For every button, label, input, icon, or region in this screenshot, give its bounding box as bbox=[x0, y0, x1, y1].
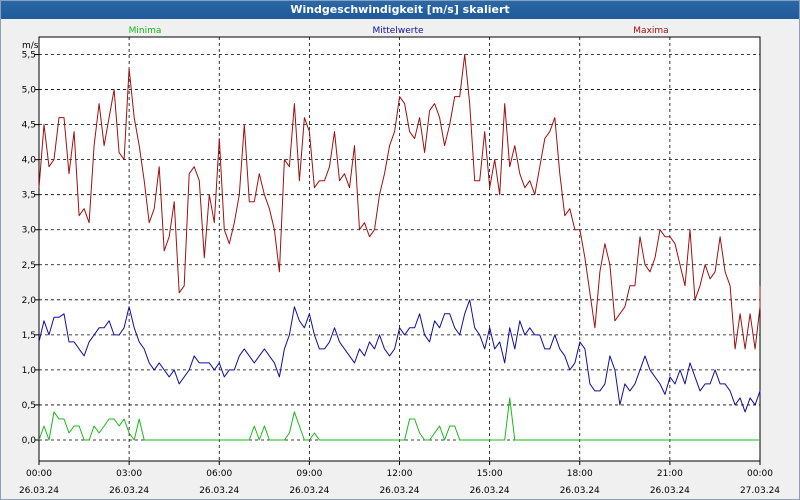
x-tick-time: 03:00 bbox=[116, 469, 142, 479]
y-tick-label: 0,5 bbox=[22, 401, 36, 411]
x-tick-date: 27.03.24 bbox=[740, 486, 780, 496]
series-line-maxima bbox=[38, 54, 761, 350]
x-tick-time: 21:00 bbox=[657, 469, 683, 479]
x-tick-date: 26.03.24 bbox=[109, 486, 149, 496]
y-tick-label: 5,0 bbox=[22, 86, 37, 96]
legend-maxima: Maxima bbox=[633, 26, 668, 36]
y-tick-label: 5,5 bbox=[22, 51, 36, 61]
x-tick-time: 12:00 bbox=[387, 469, 413, 479]
x-tick-time: 15:00 bbox=[477, 469, 503, 479]
y-tick-label: 2,5 bbox=[22, 261, 36, 271]
x-tick-date: 26.03.24 bbox=[379, 486, 419, 496]
chart-title: Windgeschwindigkeit [m/s] skaliert bbox=[1, 1, 799, 19]
y-tick-label: 1,0 bbox=[22, 366, 37, 376]
y-tick-label: 2,0 bbox=[22, 296, 37, 306]
y-tick-label: 3,0 bbox=[22, 226, 37, 236]
series-line-minima bbox=[38, 397, 760, 441]
legend-mittelwerte: Mittelwerte bbox=[372, 26, 423, 36]
x-tick-time: 06:00 bbox=[206, 469, 232, 479]
x-tick-date: 26.03.24 bbox=[560, 486, 600, 496]
y-tick-label: 4,0 bbox=[22, 156, 37, 166]
series-group bbox=[38, 54, 761, 441]
series-line-mittelwerte bbox=[38, 299, 761, 413]
x-tick-date: 26.03.24 bbox=[289, 486, 329, 496]
legend-minima: Minima bbox=[129, 26, 162, 36]
y-tick-label: 1,5 bbox=[22, 331, 36, 341]
x-tick-time: 18:00 bbox=[567, 469, 593, 479]
x-tick-time: 00:00 bbox=[26, 469, 52, 479]
y-axis-label: m/s bbox=[22, 41, 39, 51]
x-tick-time: 09:00 bbox=[296, 469, 322, 479]
x-tick-date: 26.03.24 bbox=[650, 486, 690, 496]
x-axis: 00:00 26.03.24 03:00 26.03.24 06:00 26.03.24 0… bbox=[19, 461, 780, 496]
x-tick-date: 26.03.24 bbox=[199, 486, 239, 496]
y-axis: 0,0 0,5 1,0 1,5 2,0 2,5 3,0 3,5 4,0 4,5 5,0 5,5 bbox=[22, 51, 39, 446]
y-tick-label: 4,5 bbox=[22, 121, 36, 131]
y-tick-label: 0,0 bbox=[22, 436, 37, 446]
y-tick-label: 3,5 bbox=[22, 191, 36, 201]
x-tick-time: 00:00 bbox=[747, 469, 773, 479]
x-tick-date: 26.03.24 bbox=[19, 486, 59, 496]
x-tick-date: 26.03.24 bbox=[470, 486, 510, 496]
